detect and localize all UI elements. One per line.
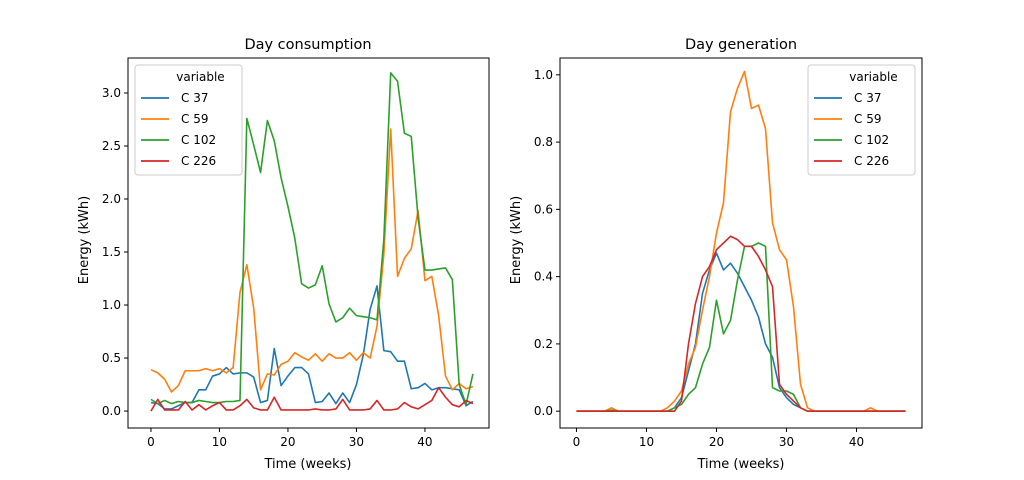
consumption-series-line-c-102 bbox=[150, 72, 474, 406]
consumption-y-tick-label: 0.0 bbox=[102, 404, 121, 418]
consumption-legend-label: C 226 bbox=[181, 154, 216, 168]
generation-chart-title: Day generation bbox=[685, 37, 797, 53]
consumption-legend-label: C 59 bbox=[181, 112, 208, 126]
generation-legend-label: C 226 bbox=[854, 154, 889, 168]
generation-legend-label: C 59 bbox=[854, 112, 881, 126]
generation-chart: Day generation Time (weeks) Energy (kWh)… bbox=[509, 37, 923, 472]
generation-y-tick-label: 0.4 bbox=[534, 270, 553, 284]
generation-series-line-c-226 bbox=[576, 235, 906, 412]
consumption-y-tick-label: 1.0 bbox=[102, 298, 121, 312]
generation-y-axis-label: Energy (kWh) bbox=[509, 196, 524, 284]
consumption-series-group bbox=[150, 72, 474, 412]
generation-y-tick-label: 1.0 bbox=[534, 68, 553, 82]
generation-y-tick-label: 0.6 bbox=[534, 202, 553, 216]
consumption-x-tick-label: 30 bbox=[349, 435, 364, 449]
generation-x-tick-label: 20 bbox=[709, 435, 724, 449]
consumption-x-tick-label: 40 bbox=[417, 435, 432, 449]
generation-x-tick-label: 30 bbox=[779, 435, 794, 449]
consumption-legend-label: C 37 bbox=[181, 91, 208, 105]
consumption-chart: Day consumption Time (weeks) Energy (kWh… bbox=[77, 37, 490, 472]
generation-legend: variable C 37 C 59 C 102 C 226 bbox=[807, 64, 916, 176]
consumption-y-axis-label: Energy (kWh) bbox=[77, 196, 92, 284]
consumption-chart-title: Day consumption bbox=[244, 37, 371, 53]
generation-y-tick-label: 0.0 bbox=[534, 404, 553, 418]
consumption-x-tick-label: 10 bbox=[212, 435, 227, 449]
consumption-series-line-c-226 bbox=[150, 386, 474, 412]
consumption-y-tick-label: 3.0 bbox=[102, 86, 121, 100]
generation-x-axis-label: Time (weeks) bbox=[696, 457, 784, 472]
generation-legend-label: C 102 bbox=[854, 133, 889, 147]
generation-y-tick-label: 0.8 bbox=[534, 135, 553, 149]
consumption-x-tick-label: 20 bbox=[280, 435, 295, 449]
consumption-plot-frame bbox=[127, 57, 490, 429]
consumption-series-line-c-37 bbox=[150, 285, 474, 410]
generation-x-tick-label: 10 bbox=[639, 435, 654, 449]
consumption-y-tick-label: 2.0 bbox=[102, 192, 121, 206]
generation-y-tick-label: 0.2 bbox=[534, 337, 553, 351]
consumption-legend-title: variable bbox=[176, 70, 224, 84]
consumption-x-axis-label: Time (weeks) bbox=[263, 457, 351, 472]
consumption-legend-box bbox=[134, 64, 243, 176]
generation-legend-box bbox=[807, 64, 916, 176]
consumption-y-tick-label: 1.5 bbox=[102, 245, 121, 259]
consumption-y-tick-label: 2.5 bbox=[102, 139, 121, 153]
consumption-legend-label: C 102 bbox=[181, 133, 216, 147]
consumption-y-tick-label: 0.5 bbox=[102, 351, 121, 365]
generation-legend-label: C 37 bbox=[854, 91, 881, 105]
consumption-legend: variable C 37 C 59 C 102 C 226 bbox=[134, 64, 243, 176]
generation-series-group bbox=[576, 70, 906, 412]
generation-x-tick-label: 0 bbox=[573, 435, 581, 449]
generation-plot-frame bbox=[559, 57, 923, 429]
generation-legend-title: variable bbox=[849, 70, 897, 84]
consumption-x-tick-label: 0 bbox=[147, 435, 155, 449]
generation-x-tick-label: 40 bbox=[849, 435, 864, 449]
